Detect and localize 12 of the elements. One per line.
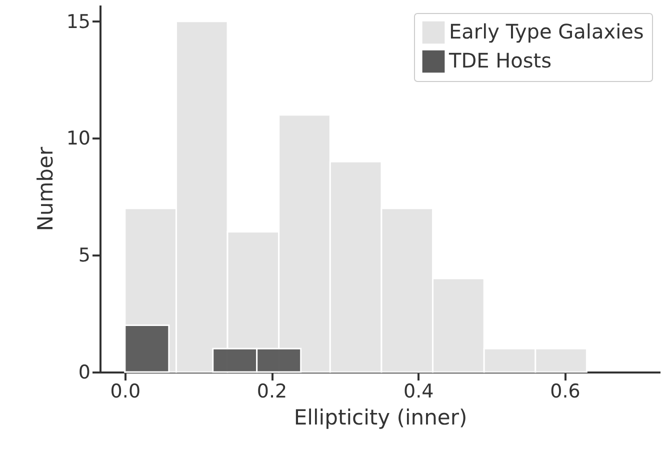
y-tick-label: 10: [66, 128, 90, 150]
x-axis-title: Ellipticity (inner): [294, 406, 468, 430]
legend-label: Early Type Galaxies: [449, 20, 644, 44]
x-tick-label: 0.6: [550, 380, 580, 402]
y-tick-label: 5: [78, 244, 90, 267]
y-tick-label: 15: [66, 10, 90, 33]
y-tick-label: 0: [78, 362, 90, 384]
legend-label: TDE Hosts: [448, 48, 552, 72]
x-tick-label: 0.4: [404, 380, 434, 402]
x-tick-label: 0.2: [256, 380, 288, 402]
y-axis-title: Number: [33, 146, 58, 232]
x-tick-label: 0.0: [110, 380, 141, 402]
